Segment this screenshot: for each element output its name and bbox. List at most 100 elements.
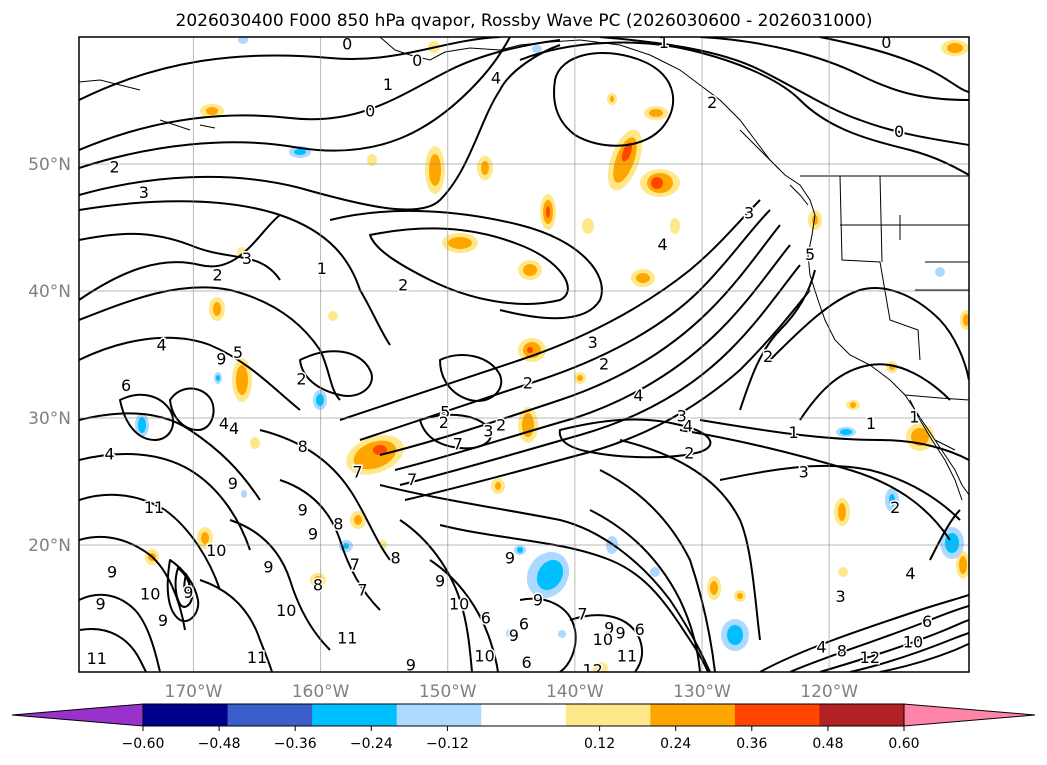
positive-anomaly-patch (540, 194, 556, 230)
contour-label: 11 (247, 648, 267, 667)
contour-line (879, 643, 969, 672)
contour-line (279, 479, 381, 611)
contour-label: 0 (365, 102, 375, 121)
contour-line (79, 232, 281, 281)
contour-label: 11 (87, 649, 107, 668)
contour-line (79, 493, 221, 591)
contour-label: 3 (799, 462, 809, 481)
contour-label: 7 (352, 462, 362, 481)
positive-anomaly-patch (232, 358, 252, 402)
contour-label: 12 (860, 648, 880, 667)
positive-anomaly-patch (941, 40, 969, 56)
positive-anomaly-patch (346, 435, 404, 475)
contour-line (379, 224, 781, 456)
contour-line (79, 214, 281, 301)
contour-line (79, 535, 186, 631)
contour-label: 5 (440, 403, 450, 422)
positive-anomaly-patch (644, 106, 668, 120)
contour-line (399, 519, 473, 672)
contour-line (79, 593, 161, 672)
contour-label: 3 (139, 183, 149, 202)
contour-line (699, 419, 969, 461)
contour-label: 6 (635, 620, 645, 639)
contour-label: 7 (453, 434, 463, 453)
contour-label: 2 (439, 413, 449, 432)
colorbar-bin (734, 704, 820, 726)
contour-line (379, 484, 711, 672)
contour-label: 1 (659, 33, 669, 52)
contour-line (79, 37, 501, 101)
contour-label: 3 (588, 333, 598, 352)
contour-line (259, 429, 391, 561)
contour-label: 9 (216, 349, 226, 368)
contour-label: 4 (104, 445, 114, 464)
colorbar-extend-high (903, 703, 1036, 727)
colorbar-tick-label: −0.12 (426, 736, 469, 752)
map-frame (78, 36, 970, 673)
contour-label: 5 (805, 245, 815, 264)
contour-line (199, 579, 273, 672)
colorbar-bin (227, 704, 313, 726)
contour-label: 2 (707, 93, 717, 112)
positive-anomaly-patch (631, 269, 655, 287)
lat-tick-label: 20°N (28, 536, 71, 556)
contour-label: 0 (412, 51, 422, 70)
contour-label: 9 (604, 619, 614, 638)
lat-tick-label: 50°N (28, 155, 71, 175)
contour-label: 10 (593, 630, 613, 649)
contour-label: 10 (449, 594, 469, 613)
lon-tick-label: 120°W (800, 682, 858, 702)
contour-line (819, 619, 969, 672)
contour-label: 4 (157, 335, 167, 354)
colorbar-bin (650, 704, 736, 726)
colorbar (11, 703, 1036, 727)
contour-line (299, 350, 373, 397)
mexico-border (904, 394, 969, 451)
contour-line (79, 336, 301, 411)
contour-label: 1 (317, 259, 327, 278)
contour-label: 11 (617, 646, 637, 665)
contour-label: 4 (491, 69, 501, 88)
colorbar-tick-labels: −0.60 −0.48 −0.36 −0.24 −0.12 0.12 0.24 0.36 0.4… (122, 726, 920, 752)
aleutian-islands (79, 79, 216, 131)
lon-tick-label: 170°W (165, 682, 223, 702)
contour-label: 10 (140, 584, 160, 603)
contour-label: 3 (677, 406, 687, 425)
contour-label: 2 (496, 415, 506, 434)
positive-anomaly-patch (200, 104, 224, 118)
contour-line (599, 469, 716, 672)
colorbar-tick-label: −0.48 (198, 736, 241, 752)
contour-line (79, 37, 511, 169)
positive-anomaly-patch (477, 156, 493, 180)
contour-line (369, 227, 569, 305)
contour-line (79, 200, 391, 346)
colorbar-bin (312, 704, 398, 726)
colorbar-tick-label: 0.12 (584, 736, 615, 752)
positive-anomaly-patch (197, 527, 213, 549)
lon-tick-label: 130°W (673, 682, 731, 702)
contour-label: 9 (158, 611, 168, 630)
contour-label: 3 (483, 422, 493, 441)
contour-label: 7 (350, 555, 360, 574)
colorbar-tick-label: 0.48 (812, 736, 843, 752)
contour-label: 8 (298, 437, 308, 456)
contour-label: 2 (599, 354, 609, 373)
contour-label: 5 (233, 343, 243, 362)
contour-line (79, 412, 261, 501)
contour-line (329, 209, 603, 320)
contour-line (819, 37, 969, 93)
contour-label: 1 (788, 423, 798, 442)
baja-california (909, 399, 963, 501)
contour-label: 2 (110, 158, 120, 177)
contour-label: 6 (519, 615, 529, 634)
contour-line (699, 37, 969, 101)
contour-label: 9 (183, 583, 193, 602)
contour-line (679, 429, 951, 541)
contour-label: 0 (881, 33, 891, 52)
contour-line (929, 509, 961, 561)
contour-label: 10 (474, 646, 494, 665)
contour-line (789, 605, 969, 672)
positive-anomaly-patch (518, 260, 542, 280)
contour-label: 4 (633, 386, 643, 405)
